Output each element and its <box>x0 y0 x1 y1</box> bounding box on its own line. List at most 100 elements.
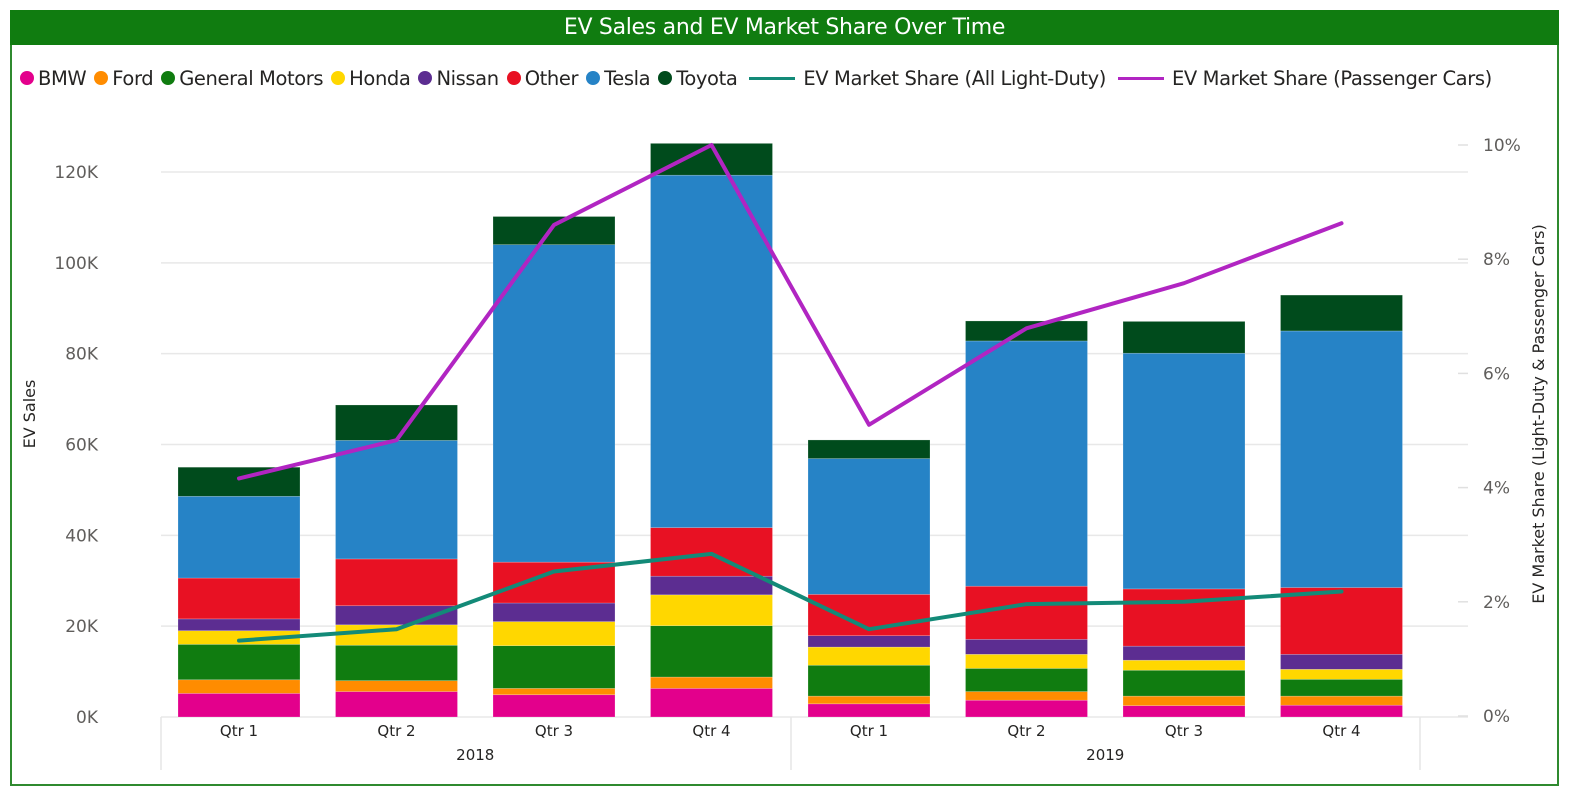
bar-segment-tesla[interactable] <box>965 340 1088 587</box>
bar-segment-bmw[interactable] <box>807 703 931 718</box>
legend-marker-icon <box>418 71 433 85</box>
bar-segment-tesla[interactable] <box>492 244 616 563</box>
legend-label: General Motors <box>179 66 324 90</box>
y-tick-label: 60K <box>65 436 99 456</box>
legend-item-general-motors[interactable]: General Motors <box>161 66 324 90</box>
bar-segment-ford[interactable] <box>650 676 773 689</box>
legend-item-line-1[interactable]: EV Market Share (Passenger Cars) <box>1114 67 1492 90</box>
legend-marker-icon <box>658 71 673 85</box>
legend-item-line-0[interactable]: EV Market Share (All Light-Duty) <box>745 67 1106 90</box>
legend-label: EV Market Share (All Light-Duty) <box>803 66 1106 90</box>
x-tick-label: Qtr 1 <box>220 722 258 740</box>
legend-marker-icon <box>331 71 346 85</box>
bar-segment-bmw[interactable] <box>965 699 1088 718</box>
bar-segment-general-motors[interactable] <box>807 664 931 697</box>
x-tick-label: Qtr 4 <box>692 722 730 740</box>
legend-line-icon <box>1118 76 1164 80</box>
y-tick-label: 100K <box>54 254 98 274</box>
bar-segment-toyota[interactable] <box>492 216 616 245</box>
legend-label: EV Market Share (Passenger Cars) <box>1172 66 1492 90</box>
y-tick-label: 120K <box>54 163 98 183</box>
bar-segment-ford[interactable] <box>177 679 301 694</box>
bar-segment-general-motors[interactable] <box>650 625 773 678</box>
legend-item-honda[interactable]: Honda <box>331 66 411 90</box>
x-tick-label: Qtr 1 <box>850 722 888 740</box>
bar-segment-toyota[interactable] <box>1122 321 1246 354</box>
bar-segment-general-motors[interactable] <box>492 645 616 689</box>
bar-segment-nissan[interactable] <box>807 635 931 648</box>
bar-segment-tesla[interactable] <box>335 440 458 560</box>
bar-segment-ford[interactable] <box>335 680 458 692</box>
bar-segment-tesla[interactable] <box>650 174 773 528</box>
bar-segment-toyota[interactable] <box>965 320 1088 342</box>
y2-tick-label: 8% <box>1483 250 1510 270</box>
line-series-passenger-cars[interactable] <box>237 143 1344 481</box>
legend-marker-icon <box>161 71 176 85</box>
bar-segment-bmw[interactable] <box>1122 705 1246 718</box>
bar-segment-honda[interactable] <box>965 654 1088 669</box>
bar-segment-bmw[interactable] <box>650 688 773 718</box>
x-tick-label: Qtr 3 <box>535 722 573 740</box>
bar-segment-nissan[interactable] <box>492 602 616 622</box>
bar-segment-bmw[interactable] <box>177 693 301 718</box>
legend-item-nissan[interactable]: Nissan <box>418 66 499 90</box>
bar-segment-tesla[interactable] <box>807 458 931 595</box>
y-axis-title: EV Sales <box>20 380 39 449</box>
bar-segment-nissan[interactable] <box>177 618 301 632</box>
bar-segment-honda[interactable] <box>807 646 931 666</box>
bar-segment-nissan[interactable] <box>965 639 1088 655</box>
bar-segment-general-motors[interactable] <box>1280 679 1403 697</box>
bar-segment-honda[interactable] <box>1280 669 1403 680</box>
bar-segment-toyota[interactable] <box>807 439 931 459</box>
bar-segment-toyota[interactable] <box>335 404 458 441</box>
bar-segment-tesla[interactable] <box>177 495 301 579</box>
bar-segment-toyota[interactable] <box>177 466 301 497</box>
x-group-label: 2018 <box>456 746 494 764</box>
bar-segment-general-motors[interactable] <box>177 644 301 681</box>
y-tick-label: 40K <box>65 526 99 546</box>
bar-segment-ford[interactable] <box>1122 695 1246 706</box>
bar-segment-ford[interactable] <box>965 691 1088 701</box>
bar-segment-honda[interactable] <box>1122 659 1246 671</box>
bar-segment-nissan[interactable] <box>1122 645 1246 661</box>
legend-marker-icon <box>506 71 521 85</box>
bar-segment-general-motors[interactable] <box>1122 669 1246 697</box>
legend-item-other[interactable]: Other <box>506 67 578 90</box>
bar-segment-tesla[interactable] <box>1280 330 1403 588</box>
bar-segment-general-motors[interactable] <box>965 668 1088 692</box>
x-tick-label: Qtr 3 <box>1165 722 1203 740</box>
y-tick-label: 20K <box>65 617 99 637</box>
legend-item-toyota[interactable]: Toyota <box>658 66 738 90</box>
legend-item-tesla[interactable]: Tesla <box>586 67 651 90</box>
bar-segment-nissan[interactable] <box>650 575 773 596</box>
bar-segment-bmw[interactable] <box>492 694 616 718</box>
line-series-all-light-duty[interactable] <box>237 551 1344 643</box>
x-tick-label: Qtr 2 <box>1007 722 1045 740</box>
legend-label: Honda <box>349 66 411 90</box>
x-group-label: 2019 <box>1086 746 1124 764</box>
bar-segment-bmw[interactable] <box>1280 704 1403 718</box>
bar-segment-other[interactable] <box>177 577 301 620</box>
bar-segment-honda[interactable] <box>492 621 616 646</box>
legend-label: Toyota <box>676 66 738 90</box>
legend-item-ford[interactable]: Ford <box>94 67 154 90</box>
bar-segment-tesla[interactable] <box>1122 352 1246 590</box>
legend-marker-icon <box>20 71 34 85</box>
legend-label: Nissan <box>436 66 499 90</box>
bar-segment-ford[interactable] <box>1280 695 1403 706</box>
y-tick-label: 80K <box>65 345 99 365</box>
bar-segment-ford[interactable] <box>492 688 616 696</box>
bar-segment-other[interactable] <box>335 558 458 607</box>
bar-segment-ford[interactable] <box>807 695 931 705</box>
bar-segment-other[interactable] <box>1280 587 1403 655</box>
legend: BMW Ford General Motors Honda Nissan Other Tes… <box>20 64 1500 92</box>
bar-segment-general-motors[interactable] <box>335 644 458 681</box>
bar-segment-nissan[interactable] <box>1280 654 1403 670</box>
bar-segment-honda[interactable] <box>650 594 773 627</box>
bar-segment-bmw[interactable] <box>335 691 458 718</box>
legend-item-bmw[interactable]: BMW <box>20 67 87 90</box>
y2-axis-title: EV Market Share (Light-Duty & Passenger … <box>1529 224 1548 603</box>
y2-tick-label: 10% <box>1483 136 1521 156</box>
bar-segment-toyota[interactable] <box>1280 294 1403 332</box>
